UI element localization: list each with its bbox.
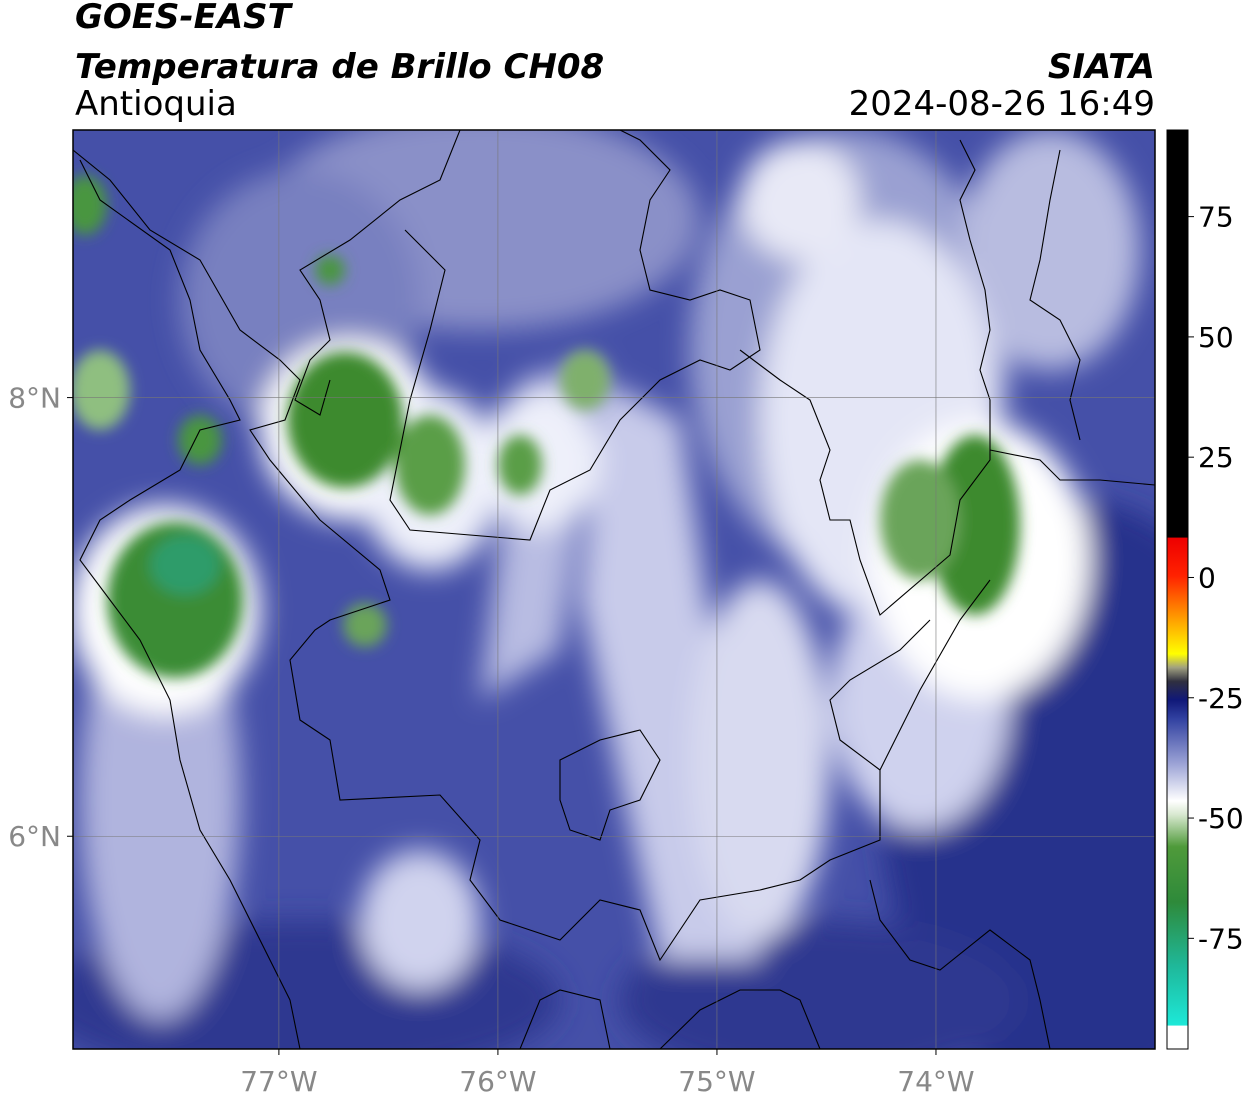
organization: SIATA (1048, 47, 1155, 87)
colorbar-tick-label: -25 (1198, 682, 1244, 715)
colorbar-tick-label: 75 (1198, 201, 1234, 234)
map-frame (72, 129, 1156, 1050)
timestamp: 2024-08-26 16:49 (849, 84, 1155, 124)
colorbar-ticks: 75 50 25 0 -25 -50 -75 (1188, 201, 1244, 955)
colorbar-tick-label: 0 (1198, 561, 1216, 594)
colorbar-tick-label: -75 (1198, 922, 1244, 955)
x-tick-label: 76°W (459, 1065, 536, 1098)
x-tick-label: 77°W (240, 1065, 317, 1098)
borders (73, 130, 1155, 1049)
colorbar (1166, 129, 1189, 1050)
colorbar-tick-label: 25 (1198, 441, 1234, 474)
x-tick-label: 75°W (678, 1065, 755, 1098)
y-tick-label: 6°N (8, 820, 61, 853)
satellite-image (73, 130, 1155, 1049)
title: GOES-EAST (75, 0, 294, 37)
y-tick-label: 8°N (8, 382, 61, 415)
x-tick-label: 74°W (897, 1065, 974, 1098)
colorbar-tick-label: -50 (1198, 802, 1244, 835)
graticule: 77°W 76°W 75°W 74°W 6°N 8°N (8, 130, 1155, 1098)
title: Temperatura de Brillo CH08 (75, 47, 604, 87)
colorbar-tick-label: 50 (1198, 321, 1234, 354)
region: Antioquia (75, 84, 237, 124)
